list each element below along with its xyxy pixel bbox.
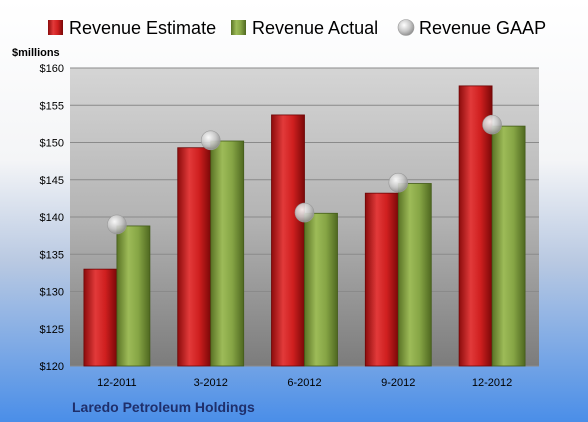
bar-revenue-actual-12-2011 (116, 225, 151, 367)
bar-revenue-estimate-12-2011 (83, 268, 118, 367)
marker-revenue-gaap-12-2012 (482, 114, 502, 135)
legend-label-revenue-estimate: Revenue Estimate (69, 18, 216, 38)
marker-revenue-gaap-3-2012 (200, 130, 221, 151)
y-tick-label: $125 (40, 324, 64, 336)
legend: Revenue Estimate Revenue Actual Revenue GA… (48, 18, 546, 38)
y-tick-label: $145 (40, 175, 64, 187)
legend-label-revenue-gaap: Revenue GAAP (419, 18, 546, 38)
legend-label-revenue-actual: Revenue Actual (252, 18, 378, 38)
y-tick-label: $130 (40, 287, 64, 299)
bar-revenue-actual-6-2012 (304, 212, 338, 367)
y-tick-label: $155 (40, 100, 64, 112)
x-axis: 12-2011 3-2012 6-2012 9-2012 12-2012 (97, 377, 512, 389)
company-name: Laredo Petroleum Holdings (72, 399, 255, 415)
legend-swatch-revenue-estimate (48, 20, 63, 35)
x-tick-label: 6-2012 (287, 377, 321, 389)
gaap-markers (107, 114, 502, 235)
y-tick-label: $160 (40, 63, 64, 75)
marker-revenue-gaap-6-2012 (294, 202, 315, 223)
marker-revenue-gaap-9-2012 (388, 172, 409, 193)
bar-revenue-estimate-9-2012 (364, 192, 399, 367)
bar-revenue-actual-9-2012 (397, 183, 432, 367)
x-tick-label: 9-2012 (381, 377, 415, 389)
marker-revenue-gaap-12-2011 (107, 214, 127, 235)
legend-swatch-revenue-actual (231, 20, 246, 35)
y-tick-label: $135 (40, 249, 64, 261)
y-tick-label: $120 (40, 361, 64, 373)
bar-revenue-estimate-3-2012 (177, 147, 212, 367)
bars (83, 85, 526, 367)
legend-swatch-revenue-gaap (397, 19, 415, 36)
y-axis: $120 $125 $130 $135 $140 $145 $150 $155 $160 (40, 63, 64, 373)
x-tick-label: 12-2011 (97, 377, 137, 389)
y-tick-label: $140 (40, 212, 64, 224)
x-tick-label: 12-2012 (472, 377, 512, 389)
bar-revenue-estimate-6-2012 (271, 114, 305, 367)
bar-revenue-actual-12-2012 (491, 125, 526, 367)
y-tick-label: $150 (40, 138, 64, 150)
x-tick-label: 3-2012 (194, 377, 228, 389)
unit-label: $millions (12, 47, 60, 59)
bar-revenue-actual-3-2012 (210, 140, 245, 367)
